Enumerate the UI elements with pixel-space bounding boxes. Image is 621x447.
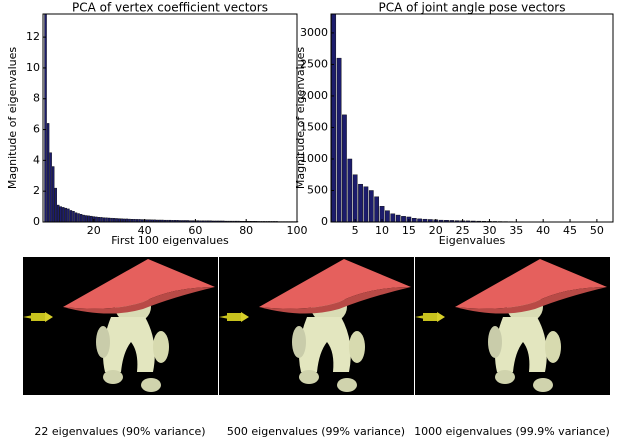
y-tick-label: 2500 [300,57,328,70]
y-tick-label: 500 [307,183,328,196]
bar [72,211,74,222]
chart-title: PCA of vertex coefficient vectors [72,1,268,15]
bar [337,58,341,222]
y-tick-label: 1000 [300,152,328,165]
bar [88,216,90,222]
x-tick-label: 40 [138,224,152,237]
bar [116,218,118,222]
x-tick-label: 20 [429,224,443,237]
bar [57,205,59,222]
bar [412,218,416,222]
bar [108,218,110,222]
bar [358,184,362,222]
x-tick-label: 30 [482,224,496,237]
axes-frame [43,14,297,222]
bar [85,216,87,222]
bar [98,217,100,222]
y-tick-label: 12 [26,30,40,43]
bar [62,207,64,222]
x-tick-label: 80 [239,224,253,237]
x-tick-label: 10 [375,224,389,237]
panel [219,257,414,395]
bar [111,218,113,222]
bar [396,215,400,222]
bar [75,213,77,222]
bar [60,207,62,222]
bar [78,214,80,222]
x-tick-label: 45 [563,224,577,237]
bar [118,219,120,222]
y-tick-label: 4 [33,153,40,166]
bar [55,188,57,222]
x-tick-label: 35 [509,224,523,237]
bar [364,187,368,222]
bar [401,216,405,222]
bar [342,115,346,222]
y-tick-label: 8 [33,92,40,105]
bar [105,218,107,222]
y-axis-label: Magnitude of eigenvalues [6,47,19,189]
bar [375,197,379,222]
y-tick-label: 0 [33,215,40,228]
panel [415,257,610,395]
bar [52,167,54,222]
bar [83,215,85,222]
bar [67,209,69,222]
bar [95,217,97,222]
x-tick-label: 60 [188,224,202,237]
bar [70,210,72,222]
x-tick-label: 20 [87,224,101,237]
x-tick-label: 25 [456,224,470,237]
x-axis-label: First 100 eigenvalues [111,234,229,247]
panel [23,257,218,395]
bar [391,214,395,222]
bar [113,218,115,222]
y-tick-label: 6 [33,123,40,136]
bar [90,216,92,222]
bar [65,208,67,222]
y-tick-label: 10 [26,61,40,74]
bar [47,123,49,222]
bar [353,175,357,222]
y-tick-label: 3000 [300,26,328,39]
bar [50,153,52,222]
bar [385,211,389,222]
y-tick-label: 2 [33,184,40,197]
x-tick-label: 50 [590,224,604,237]
caption: 22 eigenvalues (90% variance) [34,425,205,438]
y-tick-label: 1500 [300,120,328,133]
caption: 1000 eigenvalues (99.9% variance) [414,425,610,438]
bar [348,159,352,222]
x-tick-label: 40 [536,224,550,237]
chart-title: PCA of joint angle pose vectors [379,1,566,15]
bar [100,217,102,222]
y-tick-label: 0 [321,215,328,228]
bar [80,214,82,222]
bar [369,190,373,222]
x-tick-label: 5 [352,224,359,237]
bar [103,218,105,222]
x-tick-label: 15 [402,224,416,237]
x-tick-label: 100 [287,224,308,237]
y-tick-label: 2000 [300,89,328,102]
caption: 500 eigenvalues (99% variance) [227,425,405,438]
